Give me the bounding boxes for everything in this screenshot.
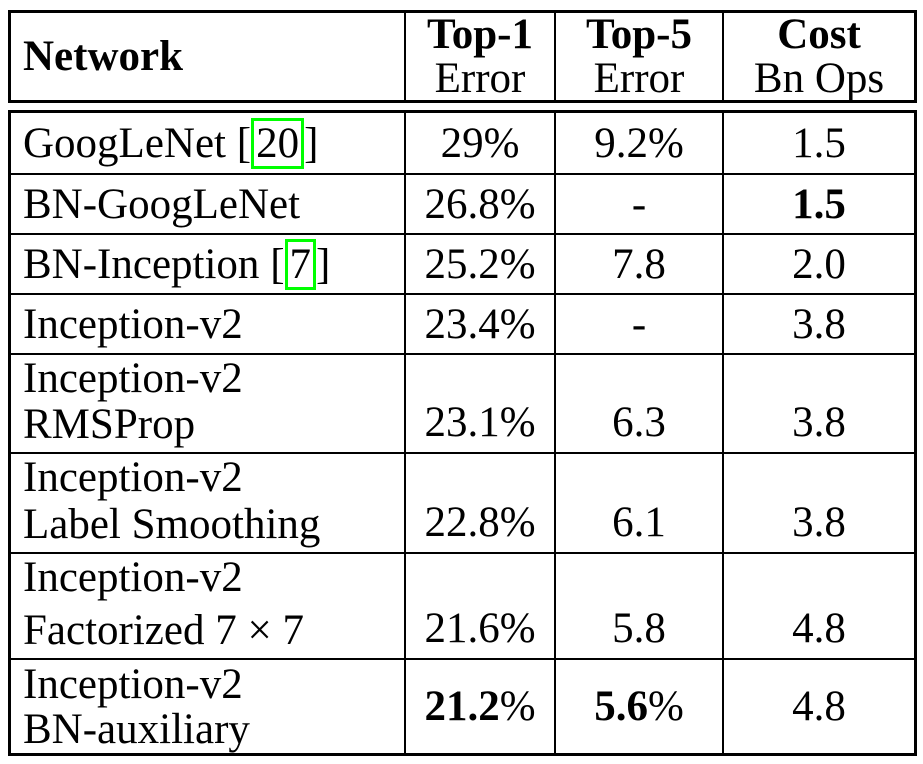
network-name-line2: Factorized 7 × 7 — [23, 607, 304, 654]
cost-value: 1.5 — [792, 180, 846, 228]
top1-error-value: 23.1% — [424, 399, 536, 446]
citation-link[interactable]: 7 — [284, 238, 317, 290]
top5-error-value: 9.2% — [594, 119, 684, 167]
network-name: GoogLeNet — [23, 119, 226, 167]
top1-error-cell: 23.4% — [404, 293, 554, 353]
cost-cell: 4.8 — [722, 552, 914, 658]
top1-error-cell: 26.8% — [404, 173, 554, 233]
top1-error-cell: 21.6% — [404, 552, 554, 658]
header-top5-title: Top-5 — [586, 13, 692, 58]
top1-error-cell: 25.2% — [404, 233, 554, 293]
top5-error-cell: - — [554, 173, 722, 233]
top5-error-cell: 6.3 — [554, 353, 722, 452]
top1-error-cell: 22.8% — [404, 452, 554, 552]
top5-error-suffix: % — [647, 683, 684, 730]
top5-error-value: 5.8 — [612, 605, 666, 652]
header-cell-network: Network — [11, 13, 404, 100]
top1-error-cell: 23.1% — [404, 353, 554, 452]
cost-cell: 3.8 — [722, 353, 914, 452]
network-name-cell: BN-GoogLeNet — [11, 173, 404, 233]
network-name: BN-Inception — [23, 240, 260, 288]
citation-bracket-close: ] — [316, 240, 331, 288]
header-cost-title: Cost — [777, 13, 861, 58]
cost-cell: 1.5 — [722, 173, 914, 233]
header-network-label: Network — [23, 33, 184, 80]
network-name-line2: RMSProp — [23, 401, 196, 448]
cost-value: 3.8 — [792, 399, 846, 446]
cost-value: 2.0 — [792, 240, 846, 288]
network-name-cell: Inception-v2 Label Smoothing — [11, 452, 404, 552]
network-name-line2: BN-auxiliary — [23, 705, 250, 753]
header-cell-cost: Cost Bn Ops — [722, 13, 914, 100]
cost-value: 4.8 — [792, 605, 846, 652]
citation-link[interactable]: 20 — [251, 117, 305, 169]
top5-error-value: 6.3 — [612, 399, 666, 446]
citation-bracket-open: [ — [236, 119, 252, 167]
header-top1-title: Top-1 — [427, 13, 533, 58]
table-body: GoogLeNet [20] 29% 9.2% 1.5 BN-GoogLeNet… — [8, 110, 917, 756]
top5-error-value: - — [631, 180, 647, 228]
top5-error-cell: 5.6% — [554, 658, 722, 753]
top1-error-value: 26.8% — [424, 180, 536, 228]
cost-value: 1.5 — [792, 119, 846, 167]
top1-error-value: 21.6% — [424, 605, 536, 652]
network-name-line1: Inception-v2 — [23, 355, 243, 402]
network-name: Inception-v2 — [23, 300, 243, 348]
header-cell-top1: Top-1 Error — [404, 13, 554, 100]
top1-error-suffix: % — [499, 683, 536, 730]
cost-value: 3.8 — [792, 499, 846, 546]
top1-error-cell: 21.2% — [404, 658, 554, 753]
cost-cell: 1.5 — [722, 113, 914, 173]
top5-error-value: 5.6 — [594, 683, 648, 730]
top1-error-value: 22.8% — [424, 499, 536, 546]
cost-cell: 3.8 — [722, 452, 914, 552]
top1-error-value: 21.2 — [424, 683, 500, 730]
top1-error-value: 23.4% — [424, 300, 536, 348]
network-name-cell: Inception-v2 RMSProp — [11, 353, 404, 452]
top5-error-cell: 5.8 — [554, 552, 722, 658]
network-name: BN-GoogLeNet — [23, 180, 301, 228]
top5-error-value: - — [631, 300, 647, 348]
network-name-cell: GoogLeNet [20] — [11, 113, 404, 173]
header-cell-top5: Top-5 Error — [554, 13, 722, 100]
network-name-line2: Label Smoothing — [23, 501, 321, 548]
top5-error-value: 6.1 — [612, 499, 666, 546]
cost-cell: 2.0 — [722, 233, 914, 293]
top5-error-cell: - — [554, 293, 722, 353]
results-table: Network Top-1 Error Top-5 Error Cost Bn … — [8, 10, 917, 756]
top5-error-cell: 9.2% — [554, 113, 722, 173]
citation-bracket-close: ] — [304, 119, 319, 167]
network-name-cell: Inception-v2 — [11, 293, 404, 353]
cost-value: 4.8 — [792, 683, 846, 730]
top5-error-value: 7.8 — [612, 240, 666, 288]
header-cost-subtitle: Bn Ops — [753, 54, 885, 100]
header-top5-subtitle: Error — [593, 54, 685, 100]
header-top1-subtitle: Error — [434, 54, 526, 100]
network-name-cell: Inception-v2 Factorized 7 × 7 — [11, 552, 404, 658]
network-name-line1: Inception-v2 — [23, 454, 243, 501]
top1-error-cell: 29% — [404, 113, 554, 173]
citation-bracket-open: [ — [270, 240, 285, 288]
top5-error-cell: 6.1 — [554, 452, 722, 552]
network-name-line1: Inception-v2 — [23, 660, 243, 708]
top1-error-value: 29% — [440, 119, 520, 167]
network-name-cell: Inception-v2 BN-auxiliary — [11, 658, 404, 753]
table-header: Network Top-1 Error Top-5 Error Cost Bn … — [8, 10, 917, 103]
cost-cell: 3.8 — [722, 293, 914, 353]
cost-cell: 4.8 — [722, 658, 914, 753]
network-name-cell: BN-Inception [7] — [11, 233, 404, 293]
top5-error-cell: 7.8 — [554, 233, 722, 293]
network-name-line1: Inception-v2 — [23, 554, 243, 601]
top1-error-value: 25.2% — [424, 240, 536, 288]
cost-value: 3.8 — [792, 300, 846, 348]
